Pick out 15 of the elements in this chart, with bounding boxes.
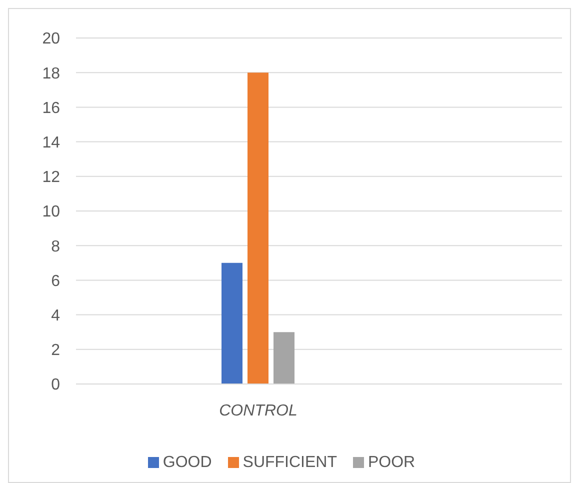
y-tick-label: 12 (42, 169, 60, 186)
y-tick-label: 8 (51, 238, 60, 256)
legend-label: SUFFICIENT (242, 454, 337, 471)
y-tick-label: 4 (51, 307, 60, 324)
y-tick-label: 2 (51, 342, 60, 360)
y-tick-label: 10 (42, 204, 60, 221)
legend-label: POOR (368, 454, 416, 471)
y-tick-label: 0 (51, 376, 60, 394)
y-tick-label: 14 (42, 134, 60, 152)
y-tick-label: 6 (51, 272, 60, 290)
y-tick-label: 20 (42, 30, 60, 48)
y-tick-label: 16 (42, 100, 60, 117)
y-tick-label: 18 (42, 65, 60, 82)
x-tick-label: CONTROL (219, 402, 298, 420)
legend-label: GOOD (162, 454, 212, 471)
